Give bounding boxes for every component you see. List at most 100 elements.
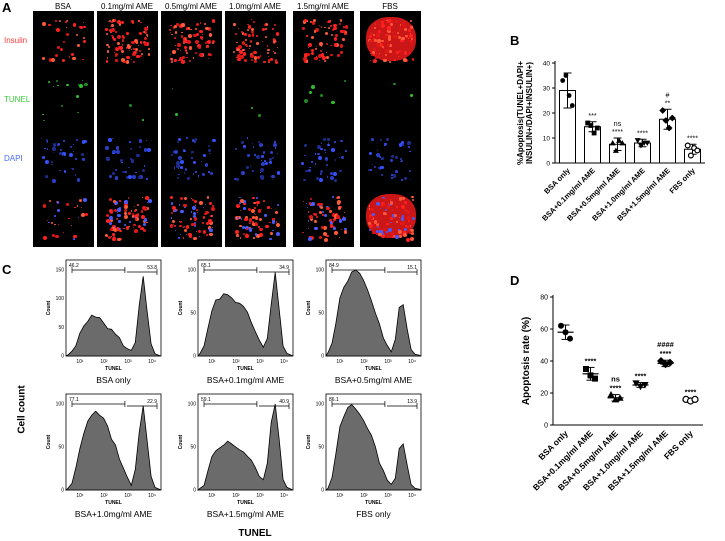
signal-dot [45, 160, 49, 164]
signal-dot [133, 51, 137, 55]
signal-dot [314, 56, 318, 61]
signal-dot [267, 59, 271, 63]
signal-dot [387, 19, 392, 23]
signal-dot [403, 232, 407, 237]
signal-dot [272, 37, 276, 41]
signal-dot [380, 159, 382, 161]
signal-dot [381, 232, 385, 236]
signal-dot [331, 148, 335, 152]
signal-dot [80, 198, 82, 201]
signal-dot [115, 149, 120, 154]
signal-dot [205, 47, 207, 49]
signal-dot [404, 28, 408, 32]
data-point [616, 394, 624, 401]
signal-dot [114, 226, 116, 228]
signal-dot [403, 176, 408, 181]
signal-dot [186, 234, 188, 236]
signal-dot [372, 213, 376, 217]
sub-x-label: TUNEL [365, 500, 382, 506]
signal-dot [385, 204, 390, 209]
column-header: 1.5mg/ml AME [296, 2, 349, 11]
signal-dot [241, 141, 245, 145]
signal-dot [202, 215, 206, 219]
signal-dot [205, 234, 208, 237]
signal-dot [274, 210, 278, 214]
signal-dot [192, 57, 195, 60]
signal-dot [144, 165, 146, 167]
y-tick-label: 20 [540, 391, 548, 398]
micrograph-tile [33, 70, 94, 129]
signal-dot [273, 140, 277, 144]
signal-dot [390, 154, 395, 158]
signal-dot [330, 44, 332, 47]
signal-dot [376, 202, 381, 206]
signal-dot [135, 217, 139, 221]
signal-dot [108, 138, 111, 141]
signal-dot [113, 208, 118, 213]
signal-dot [186, 52, 189, 55]
signal-dot [310, 35, 314, 39]
signal-dot [368, 224, 373, 229]
signal-dot [116, 20, 121, 25]
signal-dot [410, 231, 414, 235]
signal-dot [402, 27, 405, 30]
gate-left-value: 46.2 [69, 263, 79, 269]
y-tick-label: 0 [321, 354, 324, 360]
x-category-label: FBS only [668, 165, 698, 195]
signal-dot [254, 213, 257, 216]
signal-dot [116, 226, 121, 231]
signal-dot [121, 161, 123, 164]
signal-dot [274, 59, 278, 62]
signal-dot [335, 43, 339, 47]
signal-dot [309, 197, 312, 200]
signal-dot [389, 44, 392, 47]
signal-dot [117, 237, 121, 242]
signal-dot [120, 238, 123, 240]
y-tick-label: 40 [540, 359, 548, 366]
signal-dot [385, 33, 388, 37]
signal-dot [121, 171, 124, 174]
signal-dot [205, 222, 210, 226]
signal-dot [245, 165, 250, 170]
signal-dot [186, 40, 191, 44]
signal-dot [110, 34, 113, 37]
signal-dot [114, 203, 117, 205]
signal-dot [272, 39, 277, 43]
signal-dot [52, 179, 56, 183]
sub-y-label: Count [46, 434, 52, 449]
signal-dot [375, 56, 378, 59]
signal-dot [252, 216, 255, 219]
signal-dot [308, 220, 310, 222]
signal-dot [238, 45, 243, 49]
signal-dot [377, 226, 380, 229]
signal-dot [193, 217, 198, 221]
signal-dot [136, 203, 139, 207]
signal-dot [105, 146, 109, 150]
signal-dot [193, 33, 197, 37]
micrograph-tile [225, 11, 286, 70]
sub-x-label: TUNEL [105, 500, 122, 506]
signal-dot [393, 216, 396, 219]
y-tick-label: 30 [543, 86, 551, 93]
data-point [641, 382, 649, 389]
signal-dot [255, 223, 258, 226]
signal-dot [146, 202, 148, 204]
signal-dot [123, 215, 128, 220]
signal-dot [42, 236, 47, 241]
signal-dot [73, 234, 77, 239]
signal-dot [304, 98, 309, 103]
signal-dot [407, 141, 412, 145]
signal-dot [134, 38, 139, 43]
signal-dot [333, 178, 337, 182]
signal-dot [184, 60, 186, 62]
signal-dot [334, 159, 337, 161]
signal-dot [209, 171, 213, 175]
signal-dot [82, 21, 85, 24]
signal-dot [115, 54, 117, 57]
signal-dot [83, 37, 86, 40]
signal-dot [245, 234, 249, 238]
signal-dot [69, 153, 74, 158]
signal-dot [334, 231, 338, 235]
signal-dot [333, 225, 336, 228]
signal-dot [384, 142, 387, 146]
